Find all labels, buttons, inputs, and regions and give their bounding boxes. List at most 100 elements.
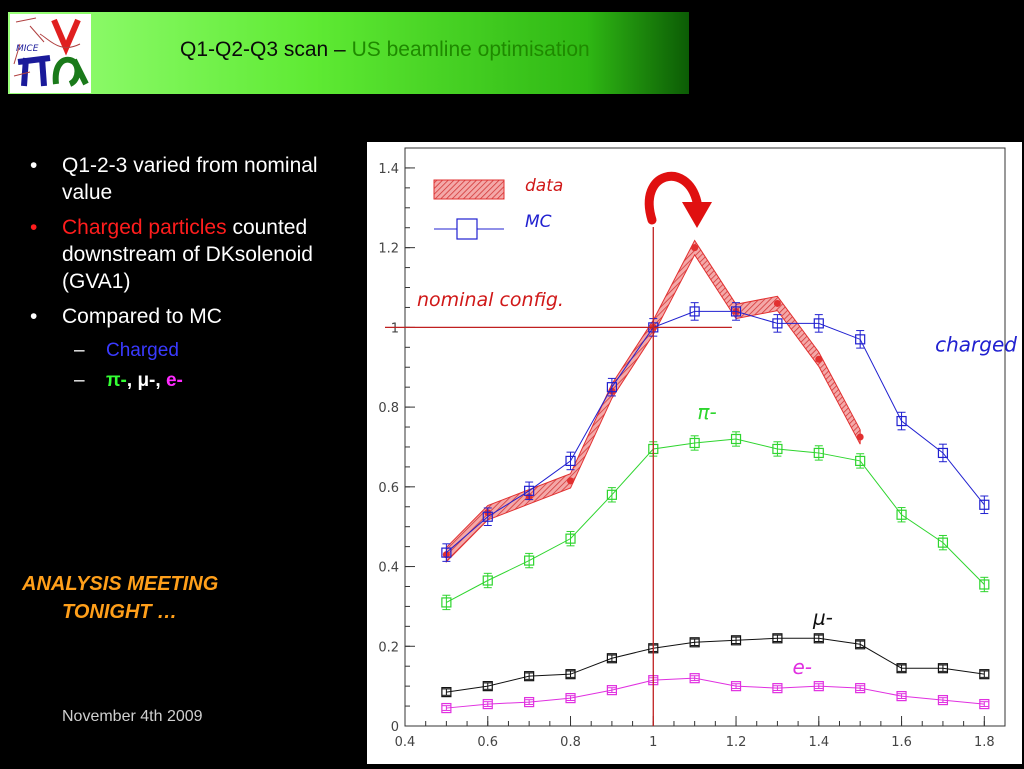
meeting-line-1: ANALYSIS MEETING bbox=[22, 573, 219, 595]
data-point bbox=[441, 702, 452, 714]
data-point bbox=[482, 575, 493, 586]
series-label: e- bbox=[792, 655, 812, 679]
x-tick-label: 0.6 bbox=[477, 735, 498, 750]
legend-mc-marker bbox=[456, 218, 478, 240]
data-point bbox=[772, 443, 783, 455]
data-point bbox=[979, 499, 990, 510]
data-point bbox=[896, 415, 907, 427]
data-point bbox=[730, 433, 742, 445]
data-point bbox=[524, 671, 535, 682]
data-point bbox=[689, 673, 700, 684]
data-band bbox=[445, 239, 861, 563]
data-point bbox=[441, 597, 452, 608]
y-tick-label: 0.8 bbox=[378, 401, 399, 416]
data-point bbox=[730, 681, 742, 692]
series-π-: π- bbox=[441, 400, 990, 611]
bullet-dot: • bbox=[30, 305, 38, 328]
data-point bbox=[979, 579, 990, 590]
data-point bbox=[896, 663, 907, 674]
data-point bbox=[855, 639, 866, 650]
data-point bbox=[813, 447, 824, 459]
sub-bullet-species: – π-, μ-, e- bbox=[22, 368, 352, 394]
data-point bbox=[689, 306, 700, 317]
y-tick-label: 0.6 bbox=[378, 481, 399, 496]
data-point bbox=[606, 489, 617, 500]
series-label: charged bbox=[935, 332, 1017, 356]
data-point bbox=[813, 633, 824, 644]
chart-panel: 0.4 0.6 0.8 1 1.2 1.4 1.6 1.8 0 0.2 0.4 0.6 0.8 1 1.2 1… bbox=[367, 142, 1022, 764]
legend: data MC bbox=[433, 176, 563, 240]
data-point bbox=[772, 633, 783, 644]
data-point bbox=[565, 455, 576, 467]
y-tick-label: 0.4 bbox=[378, 561, 399, 576]
sub-bullet-charged: – Charged bbox=[22, 338, 352, 364]
nominal-config-label: nominal config. bbox=[417, 289, 564, 311]
data-point bbox=[813, 681, 824, 692]
bullet-dot: • bbox=[30, 154, 38, 177]
data-point bbox=[815, 355, 823, 363]
sub-bullet-dash: – bbox=[74, 340, 85, 361]
data-point bbox=[730, 306, 742, 317]
separator: , bbox=[155, 370, 166, 391]
data-point bbox=[855, 683, 866, 694]
x-tick-label: 0.4 bbox=[395, 735, 416, 750]
series-e-: e- bbox=[441, 655, 990, 714]
x-tick-label: 1 bbox=[649, 735, 657, 750]
plot-frame bbox=[404, 147, 1006, 727]
mu-label: μ- bbox=[137, 370, 156, 391]
e-label: e- bbox=[165, 370, 183, 391]
x-tick-label: 1.6 bbox=[891, 735, 912, 750]
data-point bbox=[813, 318, 824, 329]
legend-data-label: data bbox=[525, 176, 563, 196]
data-point bbox=[855, 334, 866, 345]
data-point bbox=[937, 694, 949, 706]
x-tick-label: 1.2 bbox=[726, 735, 747, 750]
data-point bbox=[524, 555, 535, 566]
y-tick-label: 1.2 bbox=[378, 242, 399, 257]
data-point bbox=[482, 511, 493, 522]
data-point bbox=[606, 382, 617, 393]
data-point bbox=[482, 698, 493, 710]
data-point bbox=[937, 447, 949, 459]
bullet-text: Compared to MC bbox=[62, 305, 222, 328]
separator: , bbox=[126, 370, 138, 391]
data-point bbox=[937, 537, 949, 548]
bullet-text: counted downstream of DKsolenoid (GVA1) bbox=[62, 216, 313, 293]
bullet-dot: • bbox=[30, 216, 38, 239]
x-tick-label: 1.4 bbox=[808, 735, 829, 750]
meeting-announcement: ANALYSIS MEETING TONIGHT … bbox=[22, 570, 218, 626]
data-point bbox=[606, 653, 617, 664]
data-point bbox=[565, 692, 576, 704]
data-point bbox=[565, 533, 576, 544]
data-point bbox=[896, 509, 907, 520]
data-point bbox=[979, 669, 990, 680]
data-point bbox=[691, 244, 699, 252]
series-label: π- bbox=[697, 400, 716, 424]
sub-bullet-text: Charged bbox=[106, 340, 179, 361]
bullet-item: • Charged particles counted downstream o… bbox=[22, 214, 352, 295]
y-tick-label: 1.4 bbox=[378, 162, 399, 177]
bullet-item: • Q1-2-3 varied from nominal value bbox=[22, 152, 352, 206]
curved-arrow-head bbox=[682, 202, 712, 228]
y-tick-label: 1 bbox=[391, 321, 399, 336]
data-point bbox=[606, 685, 617, 696]
data-point bbox=[855, 455, 866, 467]
mice-logo: MICE bbox=[10, 14, 91, 93]
pi-label: π- bbox=[106, 370, 127, 391]
data-point bbox=[441, 547, 452, 558]
series-line bbox=[446, 438, 985, 603]
slide-title: Q1-Q2-Q3 scan – US beamline optimisation bbox=[180, 38, 590, 62]
data-point bbox=[772, 683, 783, 694]
title-bar bbox=[8, 12, 689, 94]
data-point bbox=[773, 299, 781, 307]
data-point bbox=[730, 635, 742, 646]
series-μ-: μ- bbox=[441, 605, 990, 698]
meeting-line-2: TONIGHT … bbox=[62, 601, 178, 623]
data-point bbox=[441, 687, 452, 698]
data-point bbox=[896, 691, 907, 702]
data-point bbox=[524, 485, 535, 496]
title-highlight: US beamline optimisation bbox=[351, 38, 590, 61]
mice-logo-graphic: MICE bbox=[13, 17, 89, 87]
bullet-highlight-text: Charged particles bbox=[62, 216, 227, 239]
data-point bbox=[772, 318, 783, 329]
